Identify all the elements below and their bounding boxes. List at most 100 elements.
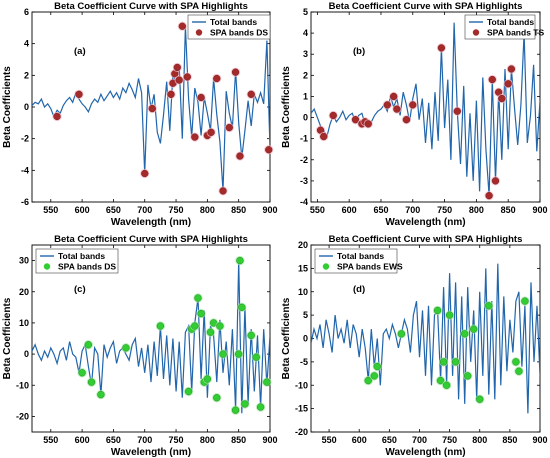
series-line-total-bands [311, 263, 540, 414]
spa-point [464, 372, 472, 380]
x-tick-label: 900 [532, 435, 547, 445]
spa-point [498, 94, 506, 103]
x-tick-label: 850 [231, 435, 246, 445]
spa-point [225, 123, 233, 132]
x-tick-label: 900 [532, 205, 547, 215]
legend-entry-spa-bands: SPA bands EWS [337, 262, 403, 272]
spa-point [148, 104, 156, 113]
spa-point [78, 369, 86, 377]
y-tick-label: -10 [295, 380, 308, 390]
y-tick-label: 3 [303, 49, 308, 59]
chart-title: Beta Coefficient Curve with SPA Highligh… [54, 1, 248, 12]
legend-marker-swatch [195, 29, 203, 36]
x-tick-label: 550 [43, 435, 58, 445]
spa-point [485, 302, 493, 310]
spa-point [351, 116, 360, 124]
spa-point [445, 311, 454, 319]
spa-point [236, 256, 244, 265]
chart-panel-4: 550 600 650 700 750 800 850 900 -20 -15 -10 -5 0 5 10 1… [281, 234, 548, 458]
spa-point [397, 330, 406, 338]
x-tick-label: 900 [262, 435, 277, 445]
x-tick-label: 800 [472, 435, 487, 445]
spa-point [364, 376, 372, 385]
spa-point [512, 358, 520, 366]
series-line-total-bands [311, 22, 540, 196]
spa-point [451, 358, 460, 366]
spa-point [409, 101, 417, 109]
plot-area [310, 11, 541, 203]
x-tick-label: 600 [342, 205, 357, 215]
y-tick-label: 4 [24, 39, 29, 49]
y-tick-label: 30 [19, 256, 29, 266]
x-tick-label: 550 [43, 205, 58, 215]
spa-point [504, 80, 512, 88]
y-tick-label: 10 [298, 287, 308, 297]
spa-point [213, 394, 221, 402]
x-tick-label: 800 [469, 205, 484, 215]
panel-label: (c) [74, 284, 86, 295]
spa-point [320, 132, 328, 141]
spa-point [373, 362, 381, 371]
x-tick-label: 700 [405, 205, 420, 215]
x-tick-label: 900 [262, 205, 277, 215]
y-axis-label: Beta Coefficients [2, 66, 13, 148]
spa-point [390, 92, 398, 101]
x-axis-label: Wavelength (nm) [385, 447, 465, 458]
spa-point [207, 128, 215, 136]
x-tick-label: 850 [501, 205, 516, 215]
spa-point [453, 107, 461, 115]
x-tick-label: 800 [200, 205, 215, 215]
chart-title: Beta Coefficient Curve with SPA Highligh… [54, 234, 248, 245]
spa-point [515, 367, 523, 375]
y-tick-label: 5 [303, 7, 308, 17]
y-tick-label: 20 [19, 287, 29, 297]
spa-point [197, 93, 205, 102]
x-tick-label: 550 [310, 205, 325, 215]
spa-point [219, 350, 227, 358]
spa-point [436, 376, 445, 385]
y-tick-label: -4 [21, 165, 29, 175]
legend-entry-total-bands: Total bands [210, 17, 257, 27]
spa-point [178, 22, 186, 30]
y-tick-label: 6 [24, 7, 29, 17]
spa-point [252, 353, 260, 361]
y-axis-label: Beta Coefficients [281, 66, 292, 148]
y-tick-label: -2 [21, 134, 29, 144]
spa-point [156, 322, 165, 330]
y-tick-label: -1 [300, 134, 308, 144]
x-axis-label: Wavelength (nm) [111, 217, 191, 228]
spa-point [197, 309, 205, 318]
spa-point [216, 322, 224, 330]
x-axis-label: Wavelength (nm) [385, 217, 465, 228]
spa-point [247, 90, 255, 98]
spa-point [175, 76, 183, 84]
y-tick-label: 5 [303, 310, 308, 320]
spa-point [263, 378, 271, 386]
spa-point [231, 68, 240, 76]
x-tick-label: 650 [382, 435, 397, 445]
spa-point [433, 306, 442, 315]
spa-point [439, 358, 448, 366]
chart-panel-1: 550 600 650 700 750 800 850 900 -6 -4 -2 0 2 4 6 Beta C… [2, 1, 278, 228]
y-tick-label: 0 [24, 349, 29, 359]
spa-point [265, 146, 273, 154]
spa-point [97, 390, 105, 399]
spa-point [383, 101, 391, 109]
y-tick-label: 2 [303, 70, 308, 80]
chart-panel-2: 550 600 650 700 750 800 850 900 -4 -3 -2 -1 0 1 2 3 4 5 Be… [281, 1, 548, 228]
legend-entry-spa-bands: SPA bands DS [210, 28, 268, 38]
x-axis-label: Wavelength (nm) [111, 447, 191, 458]
x-tick-label: 850 [502, 435, 517, 445]
y-tick-label: 0 [303, 113, 308, 123]
spa-point [219, 187, 227, 195]
chart-title: Beta Coefficient Curve with SPA Highligh… [329, 1, 523, 12]
y-tick-label: -3 [300, 176, 308, 186]
spa-point [203, 375, 212, 383]
spa-point [84, 341, 93, 349]
spa-point [173, 63, 181, 72]
legend-box [314, 248, 398, 274]
spa-point [87, 378, 96, 386]
x-tick-label: 750 [169, 205, 184, 215]
